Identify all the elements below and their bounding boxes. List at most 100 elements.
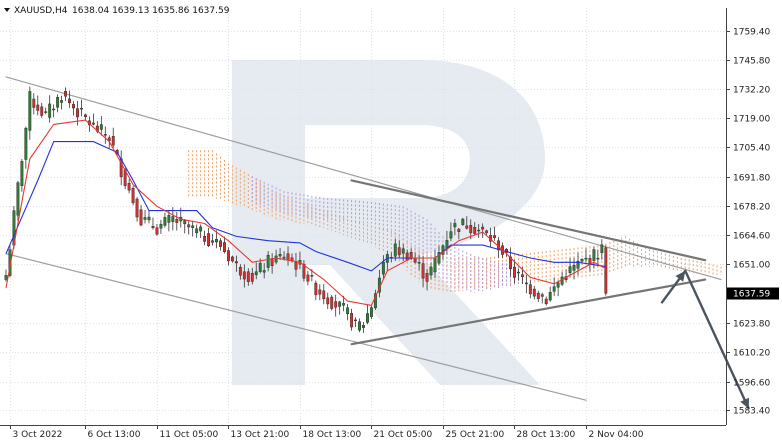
candle-body [592, 249, 596, 261]
candle [56, 94, 60, 113]
candle-body [203, 236, 207, 242]
candle-body [282, 256, 286, 259]
candle-body [516, 271, 520, 274]
price-tick-label: 1651.00 [733, 261, 770, 271]
candle-body [266, 255, 270, 268]
candle-body [56, 97, 60, 108]
candle-body [421, 263, 425, 279]
candle-body [338, 301, 342, 307]
candle-body [28, 91, 32, 131]
price-tick-label: 1719.00 [733, 115, 770, 125]
candle-body [250, 272, 254, 282]
candle [32, 93, 36, 115]
candle-body [473, 227, 477, 234]
candle-body [167, 215, 171, 223]
candle [139, 204, 143, 227]
candle-body [326, 297, 330, 305]
candle-body [453, 223, 457, 228]
price-tick-label: 1732.20 [733, 86, 770, 96]
chart-header: XAUUSD,H4 1638.04 1639.13 1635.86 1637.5… [4, 6, 230, 16]
candle [80, 99, 83, 117]
candle-body [32, 98, 36, 108]
candle [552, 277, 556, 296]
candle-body [469, 225, 473, 234]
candle [72, 101, 75, 116]
candle [163, 212, 167, 228]
time-tick-label: 21 Oct 05:00 [374, 430, 433, 440]
candle-body [330, 296, 334, 309]
candle-body [314, 282, 318, 296]
candle-body [230, 256, 234, 262]
candle [568, 257, 572, 277]
candle-body [187, 224, 191, 228]
candle [449, 222, 453, 242]
last-price-label: 1637.59 [733, 290, 770, 300]
candle [230, 255, 234, 263]
candle [20, 158, 24, 192]
candle [346, 304, 350, 321]
candle-body [342, 303, 346, 306]
price-tick-label: 1705.40 [733, 144, 770, 154]
dropdown-triangle-icon[interactable] [4, 8, 10, 12]
candle [227, 247, 230, 266]
candle-body [24, 127, 28, 160]
candle [397, 240, 401, 258]
candle-body [274, 255, 278, 263]
candle [513, 259, 516, 284]
candle [40, 102, 44, 118]
candle [4, 269, 8, 282]
candle-body [425, 273, 429, 282]
candle-body [103, 134, 107, 136]
candle-body [358, 321, 361, 331]
candle-body [84, 114, 87, 118]
candle [493, 226, 497, 241]
candle-body [596, 257, 600, 260]
candle-body [354, 319, 357, 322]
candle-body [536, 292, 540, 299]
candle-body [68, 98, 71, 104]
candle-body [600, 244, 604, 253]
candle-body [556, 282, 560, 288]
candle [370, 305, 373, 320]
candle-body [604, 247, 608, 294]
candle-body [350, 312, 354, 328]
candle-body [258, 262, 262, 272]
candle-body [254, 271, 258, 276]
candle [199, 224, 203, 239]
price-tick-label: 1596.60 [733, 379, 770, 389]
candle [250, 267, 254, 285]
candle [175, 212, 179, 231]
candle [465, 216, 469, 230]
candle-body [433, 257, 437, 273]
candle [457, 227, 461, 240]
candle-body [409, 252, 413, 259]
candle [127, 179, 131, 194]
candle [584, 248, 588, 263]
candle-body [159, 223, 163, 229]
candle-body [99, 124, 103, 130]
candle [572, 257, 576, 280]
candle [64, 87, 68, 102]
candle [393, 238, 397, 261]
symbol-label: XAUUSD,H4 [14, 6, 68, 16]
candle [99, 115, 103, 136]
candle [314, 280, 318, 301]
candle [524, 275, 528, 294]
candle-body [4, 275, 8, 280]
candle [111, 127, 115, 149]
candle [532, 285, 536, 300]
candle-body [568, 266, 572, 273]
candle-body [548, 291, 552, 301]
forecast-arrowhead-down [740, 397, 749, 409]
candle-body [572, 265, 576, 271]
candle-body [306, 274, 310, 282]
candle [516, 268, 520, 281]
candle [223, 236, 226, 254]
candle-body [111, 136, 115, 146]
grid-lines [0, 8, 726, 425]
candle-body [195, 228, 199, 234]
price-tick-label: 1623.80 [733, 320, 770, 330]
price-tick-label: 1759.40 [733, 28, 770, 38]
